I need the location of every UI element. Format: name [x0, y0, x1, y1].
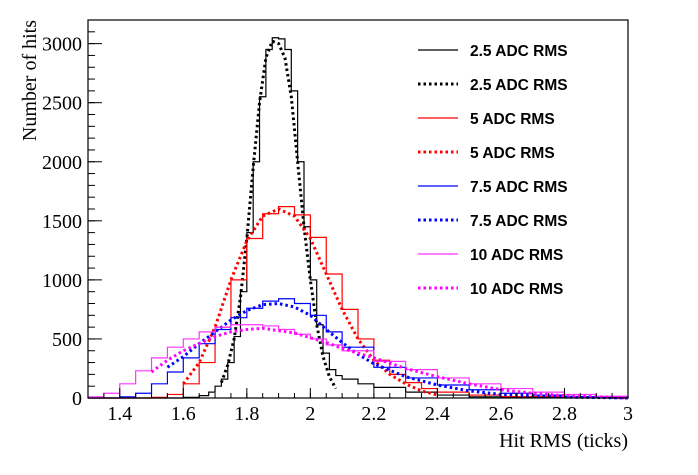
- y-tick-label: 2500: [42, 93, 82, 115]
- y-tick-label: 1500: [42, 211, 82, 233]
- series-line-6: [88, 324, 629, 398]
- legend-item: 5 ADC RMS: [418, 145, 555, 162]
- series-line-4: [88, 298, 629, 399]
- legend-item: 5 ADC RMS: [418, 111, 555, 128]
- legend-label: 5 ADC RMS: [470, 145, 555, 162]
- series-line-1: [220, 39, 338, 390]
- y-tick-label: 1000: [42, 270, 82, 292]
- legend-label: 10 ADC RMS: [470, 281, 563, 298]
- x-tick-label: 2: [305, 403, 315, 425]
- legend-label: 10 ADC RMS: [470, 247, 563, 264]
- legend-item: 7.5 ADC RMS: [418, 179, 568, 196]
- series-layer: [88, 37, 629, 400]
- x-tick-label: 2.6: [488, 403, 513, 425]
- x-tick-label: 2.2: [361, 403, 386, 425]
- legend-item: 2.5 ADC RMS: [418, 77, 568, 94]
- x-axis-title: Hit RMS (ticks): [499, 430, 628, 452]
- legend-label: 7.5 ADC RMS: [470, 179, 568, 196]
- series-line-2: [88, 206, 629, 399]
- tick-layer: 1.4 1.6 1.8 2 2.2 2.4 2.6 2.8 3 0 500 1000 1500 2000 2…: [42, 19, 633, 425]
- series-line-5: [166, 301, 629, 400]
- legend-item: 7.5 ADC RMS: [418, 213, 568, 230]
- legend-label: 7.5 ADC RMS: [470, 213, 568, 230]
- x-tick-label: 2.8: [552, 403, 577, 425]
- legend-label: 2.5 ADC RMS: [470, 43, 568, 60]
- x-tick-label: 1.4: [107, 403, 132, 425]
- x-tick-label: 3: [623, 403, 633, 425]
- y-axis-title: Number of hits: [19, 20, 41, 141]
- x-tick-label: 1.6: [171, 403, 196, 425]
- x-tick-label: 2.4: [425, 403, 450, 425]
- series-line-3: [182, 207, 438, 397]
- y-tick-label: 0: [72, 388, 82, 410]
- legend-label: 2.5 ADC RMS: [470, 77, 568, 94]
- legend: 2.5 ADC RMS 2.5 ADC RMS 5 ADC RMS 5 ADC RMS…: [418, 43, 568, 298]
- legend-label: 5 ADC RMS: [470, 111, 555, 128]
- y-tick-label: 3000: [42, 34, 82, 56]
- y-tick-label: 2000: [42, 152, 82, 174]
- legend-item: 10 ADC RMS: [418, 281, 563, 298]
- x-tick-label: 1.8: [234, 403, 259, 425]
- legend-item: 2.5 ADC RMS: [418, 43, 568, 60]
- series-line-7: [150, 326, 629, 400]
- y-tick-label: 500: [52, 329, 82, 351]
- legend-item: 10 ADC RMS: [418, 247, 563, 264]
